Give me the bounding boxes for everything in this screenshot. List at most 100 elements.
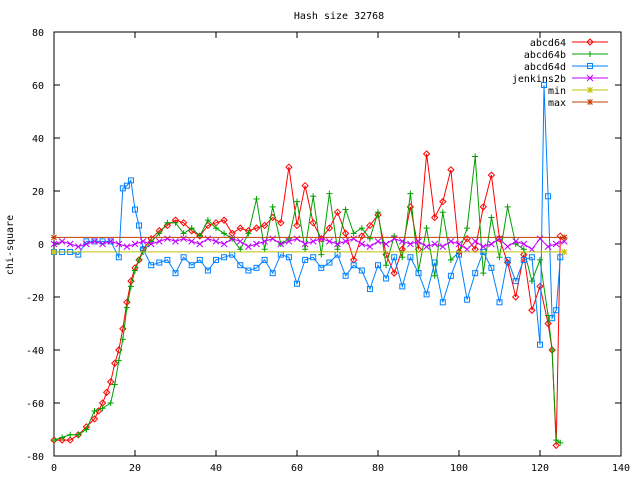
- data-point-marker: [90, 415, 99, 423]
- data-point-marker: [180, 235, 187, 243]
- data-point-marker: [67, 431, 74, 438]
- data-point-marker: [358, 225, 365, 232]
- legend-label: jenkins2b: [512, 74, 566, 85]
- y-tick-label: 40: [32, 134, 44, 145]
- data-point-marker: [333, 208, 342, 216]
- data-point-marker: [261, 256, 268, 263]
- data-point-marker: [51, 248, 57, 255]
- data-point-marker: [309, 219, 317, 227]
- data-point-marker: [221, 230, 228, 237]
- series-line: [53, 237, 565, 250]
- data-point-marker: [375, 262, 381, 269]
- data-point-marker: [127, 177, 134, 184]
- data-point-marker: [390, 269, 398, 277]
- data-point-marker: [479, 203, 488, 211]
- data-point-marker: [51, 437, 57, 444]
- data-point-marker: [487, 171, 496, 179]
- data-point-marker: [106, 378, 115, 386]
- data-point-marker: [480, 270, 487, 277]
- data-point-marker: [156, 259, 163, 266]
- y-tick-label: 80: [32, 28, 44, 39]
- data-point-marker: [293, 221, 301, 230]
- data-point-marker: [136, 222, 143, 229]
- y-tick-label: -20: [26, 293, 44, 304]
- data-point-marker: [399, 254, 406, 261]
- data-point-marker: [148, 262, 155, 269]
- data-point-marker: [236, 224, 245, 232]
- data-point-marker: [99, 240, 106, 248]
- data-point-marker: [496, 235, 503, 243]
- legend-label: min: [548, 86, 566, 97]
- data-point-marker: [471, 237, 479, 245]
- data-point-marker: [196, 240, 204, 248]
- data-point-marker: [301, 181, 309, 190]
- data-point-marker: [245, 243, 252, 251]
- x-tick-label: 100: [450, 463, 468, 474]
- data-point-marker: [50, 240, 58, 248]
- data-point-marker: [431, 259, 438, 266]
- data-point-marker: [390, 235, 398, 243]
- data-point-marker: [391, 254, 398, 261]
- x-tick-label: 0: [51, 463, 57, 474]
- data-point-marker: [447, 237, 455, 245]
- chart-title: Hash size 32768: [294, 11, 384, 22]
- data-point-marker: [252, 224, 261, 232]
- data-point-marker: [155, 237, 163, 245]
- data-point-marker: [318, 251, 325, 258]
- data-point-marker: [504, 256, 511, 263]
- data-point-marker: [213, 256, 219, 263]
- data-point-marker: [358, 267, 365, 274]
- data-point-marker: [512, 237, 520, 245]
- data-point-marker: [83, 240, 90, 248]
- data-point-marker: [74, 243, 82, 251]
- data-point-marker: [58, 436, 66, 444]
- data-point-marker: [123, 182, 130, 189]
- data-point-marker: [75, 431, 82, 438]
- data-point-marker: [415, 270, 422, 277]
- data-point-marker: [366, 243, 374, 251]
- data-point-marker: [496, 254, 503, 261]
- data-point-marker: [553, 437, 560, 444]
- data-point-marker: [545, 193, 552, 200]
- data-point-marker: [399, 283, 406, 290]
- data-point-marker: [253, 195, 260, 202]
- data-point-marker: [358, 240, 366, 248]
- data-point-marker: [245, 267, 252, 274]
- data-point-marker: [439, 299, 446, 306]
- data-point-marker: [544, 243, 552, 251]
- data-point-marker: [317, 235, 325, 243]
- data-point-marker: [374, 211, 382, 219]
- data-point-marker: [520, 246, 527, 253]
- data-point-marker: [552, 240, 560, 248]
- data-point-marker: [131, 240, 139, 248]
- data-point-marker: [107, 238, 114, 245]
- data-point-marker: [587, 99, 593, 105]
- data-point-marker: [366, 235, 373, 242]
- data-point-marker: [66, 436, 74, 444]
- data-point-marker: [561, 234, 568, 241]
- data-point-marker: [447, 256, 454, 263]
- data-point-marker: [549, 347, 556, 353]
- series-max: [51, 234, 568, 241]
- data-point-marker: [123, 243, 131, 251]
- data-point-marker: [544, 319, 552, 328]
- data-point-marker: [557, 254, 564, 261]
- data-point-marker: [102, 388, 111, 397]
- data-point-marker: [415, 237, 422, 245]
- series-abcd64: [50, 150, 564, 450]
- data-point-marker: [302, 256, 309, 263]
- data-point-marker: [537, 256, 543, 263]
- data-point-marker: [537, 341, 543, 348]
- data-point-marker: [472, 153, 479, 160]
- series-line: [53, 156, 561, 444]
- axis-ticks: 0 20 40 60 80 100 120 140 -80 -60 -40 -20 0 20 40 60 80: [26, 28, 630, 474]
- y-tick-label: -60: [26, 399, 44, 410]
- data-point-marker: [91, 237, 98, 245]
- data-point-marker: [285, 254, 292, 261]
- data-point-marker: [586, 74, 594, 82]
- legend-label: abcd64b: [524, 50, 566, 61]
- data-point-marker: [147, 240, 155, 248]
- data-point-marker: [447, 272, 454, 279]
- data-point-marker: [212, 237, 220, 245]
- data-point-marker: [172, 270, 179, 277]
